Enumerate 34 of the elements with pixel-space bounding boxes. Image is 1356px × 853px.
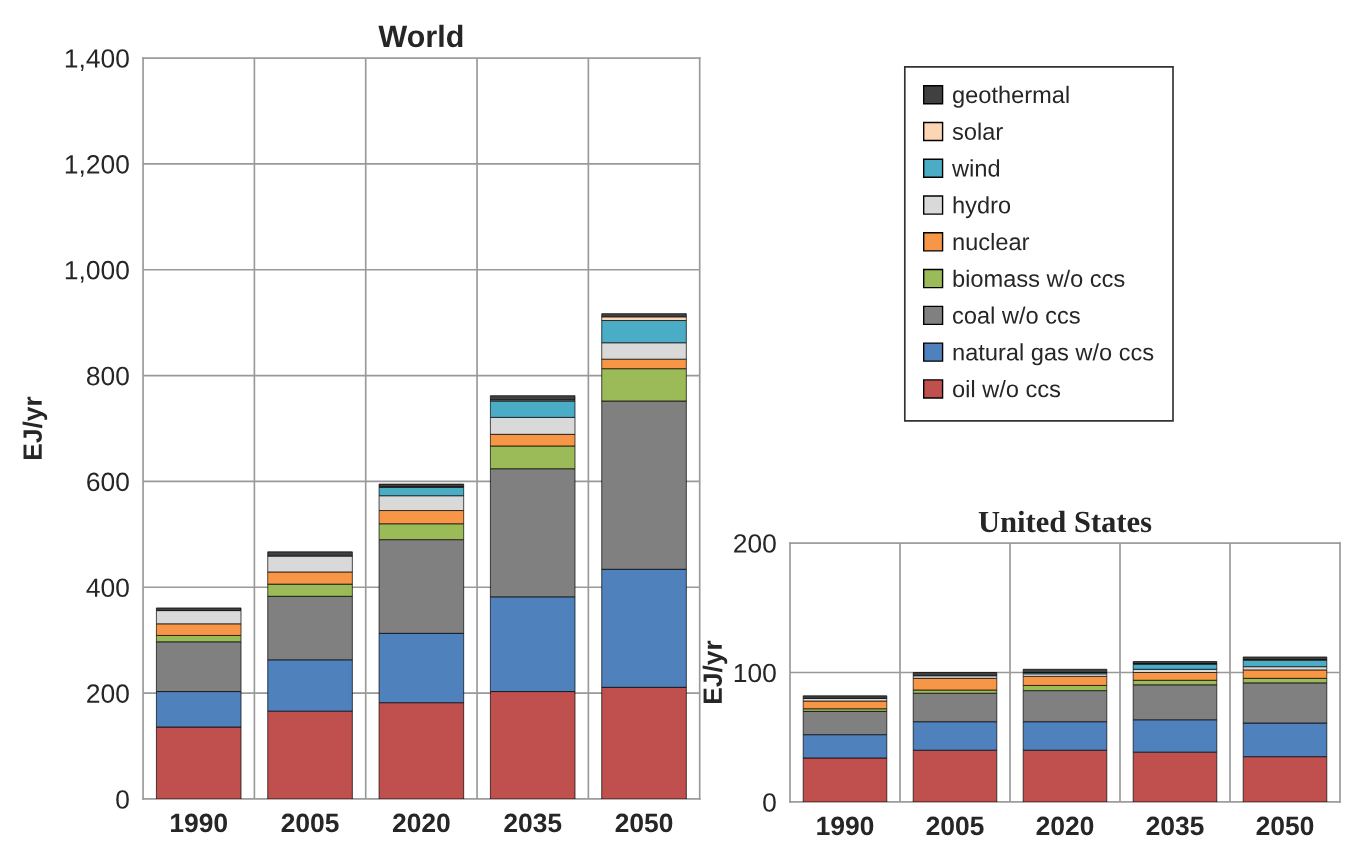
y-tick-label: 200 (734, 534, 776, 553)
x-tick-label: 2020 (392, 813, 450, 833)
y-axis-title: EJ/yr (22, 396, 48, 460)
legend-label: wind (951, 159, 1000, 177)
y-tick-label: 1,400 (65, 49, 129, 71)
y-tick-label: 0 (763, 793, 776, 812)
y-tick-label: 400 (86, 578, 129, 598)
legend-label: geothermal (953, 85, 1069, 108)
legend-label: hydro (953, 196, 1011, 219)
x-tick-label: 1990 (171, 813, 227, 833)
y-tick-label: 200 (87, 684, 129, 703)
x-tick-label: 2020 (1036, 816, 1094, 836)
x-tick-label: 1990 (817, 816, 874, 836)
y-tick-label: 600 (87, 472, 129, 492)
x-tick-label: 2035 (504, 813, 562, 833)
legend-label: oil w/o ccs (953, 380, 1061, 398)
chart-title: United States (978, 510, 1152, 533)
legend-label: natural gas w/o ccs (953, 343, 1154, 366)
y-tick-label: 1,000 (65, 260, 129, 283)
legend-label: biomass w/o ccs (953, 269, 1125, 288)
y-tick-label: 800 (86, 366, 129, 386)
x-tick-label: 2005 (926, 816, 984, 836)
x-tick-label: 2050 (1256, 816, 1314, 836)
x-tick-label: 2035 (1146, 816, 1204, 836)
legend-label: coal w/o ccs (953, 306, 1080, 324)
y-tick-label: 100 (734, 663, 776, 683)
x-tick-label: 2050 (615, 813, 673, 833)
x-tick-label: 2005 (281, 813, 339, 833)
y-axis-title: EJ/yr (702, 640, 728, 704)
y-tick-label: 1,200 (65, 155, 129, 177)
chart-title: World (378, 24, 463, 48)
y-tick-label: 0 (116, 790, 129, 809)
legend-label: nuclear (953, 232, 1030, 251)
legend-label: solar (952, 122, 1003, 140)
